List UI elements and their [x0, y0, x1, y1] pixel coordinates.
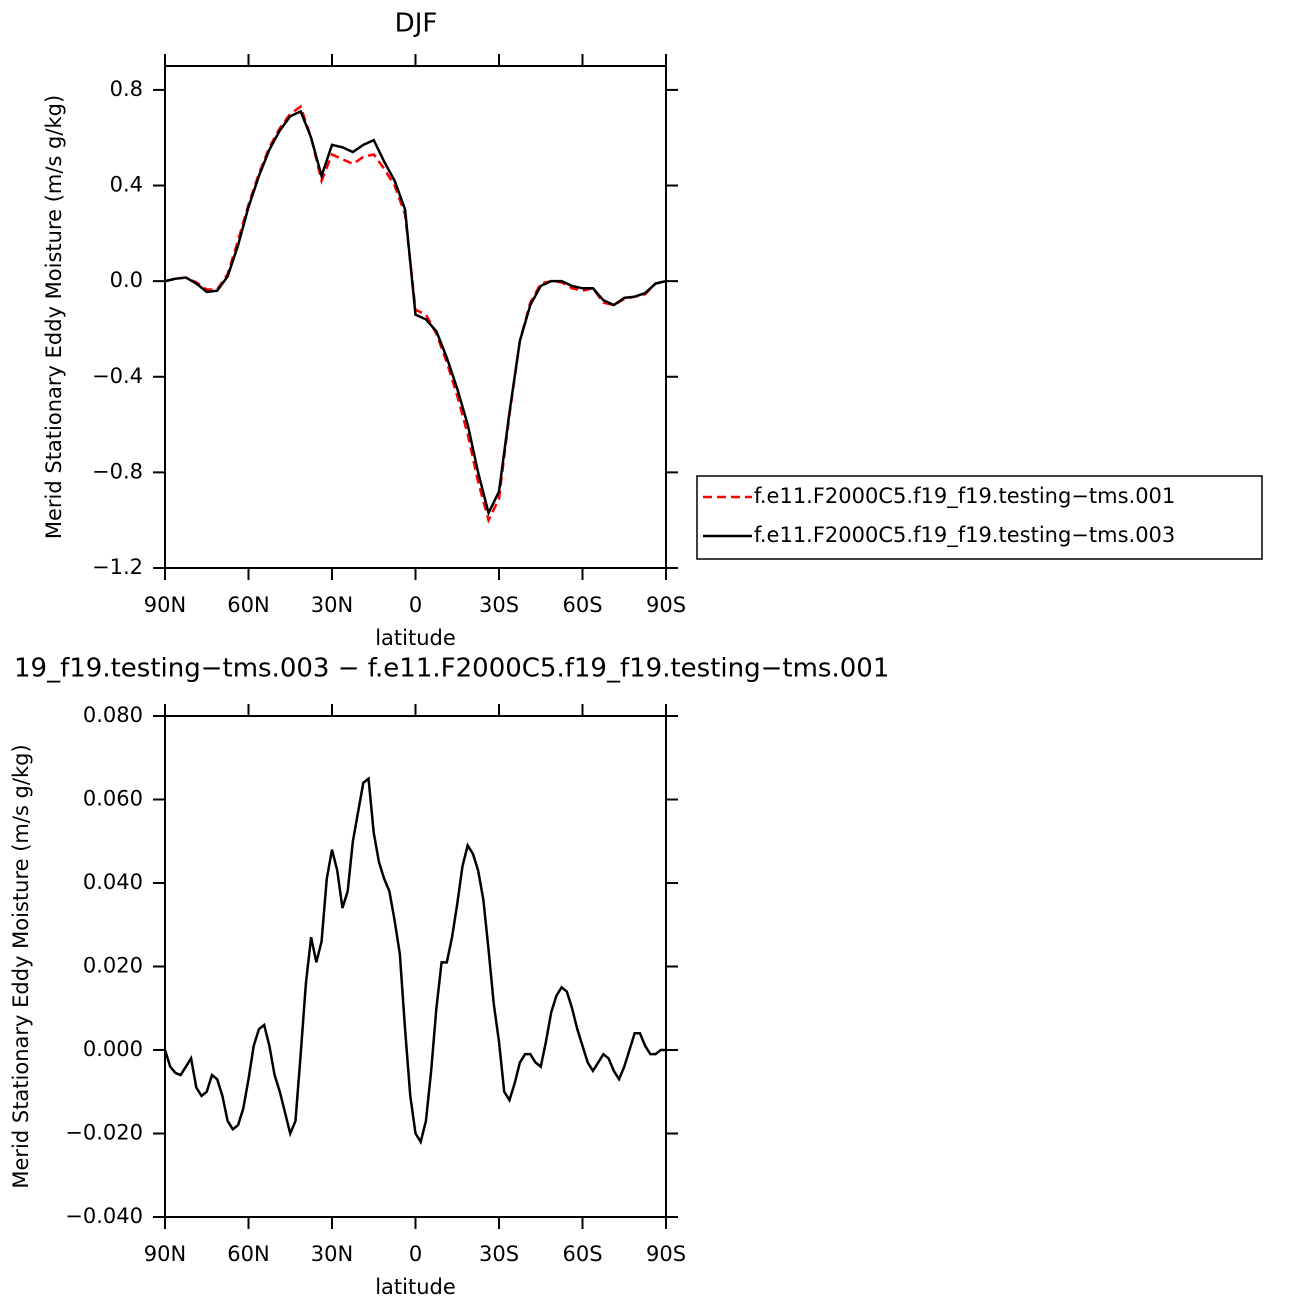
y-tick-label: 0.040 — [83, 870, 143, 894]
x-axis-label: latitude — [375, 1275, 456, 1299]
x-tick-label: 90S — [646, 1242, 686, 1266]
x-axis-label: latitude — [375, 626, 456, 650]
y-tick-label: 0.0 — [110, 268, 143, 292]
y-tick-label: 0.000 — [83, 1037, 143, 1061]
chart-title: DJF — [395, 9, 438, 39]
y-tick-label: 0.8 — [110, 77, 143, 101]
x-tick-label: 60S — [562, 593, 602, 617]
x-tick-label: 30S — [479, 1242, 519, 1266]
x-tick-label: 60S — [562, 1242, 602, 1266]
y-tick-label: 0.080 — [83, 703, 143, 727]
x-tick-label: 90N — [144, 593, 186, 617]
y-tick-label: −0.8 — [92, 459, 143, 483]
x-tick-label: 60N — [227, 1242, 269, 1266]
chart-title: 19_f19.testing−tms.003 − f.e11.F2000C5.f… — [14, 654, 889, 684]
plot-frame — [164, 715, 667, 1218]
data-line — [163, 776, 666, 1146]
y-tick-label: −1.2 — [92, 555, 143, 579]
legend-label: f.e11.F2000C5.f19_f19.testing−tms.001 — [754, 484, 1175, 509]
x-tick-label: 60N — [227, 593, 269, 617]
y-tick-label: −0.040 — [65, 1204, 143, 1228]
x-tick-label: 0 — [409, 1242, 422, 1266]
x-tick-label: 30S — [479, 593, 519, 617]
y-tick-label: −0.020 — [65, 1121, 143, 1145]
legend-box — [696, 475, 1263, 560]
plot-frame — [164, 65, 667, 569]
y-axis-label: Merid Stationary Eddy Moisture (m/s g/kg… — [9, 744, 33, 1188]
x-tick-label: 30N — [311, 593, 353, 617]
y-axis-label: Merid Stationary Eddy Moisture (m/s g/kg… — [42, 95, 66, 539]
x-tick-label: 90N — [144, 1242, 186, 1266]
legend-label: f.e11.F2000C5.f19_f19.testing−tms.003 — [754, 523, 1175, 548]
data-line — [164, 109, 667, 517]
y-tick-label: 0.4 — [110, 173, 143, 197]
y-tick-label: −0.4 — [92, 364, 143, 388]
x-tick-label: 0 — [409, 593, 422, 617]
x-tick-label: 90S — [646, 593, 686, 617]
y-tick-label: 0.020 — [83, 954, 143, 978]
y-tick-label: 0.060 — [83, 787, 143, 811]
x-tick-label: 30N — [311, 1242, 353, 1266]
